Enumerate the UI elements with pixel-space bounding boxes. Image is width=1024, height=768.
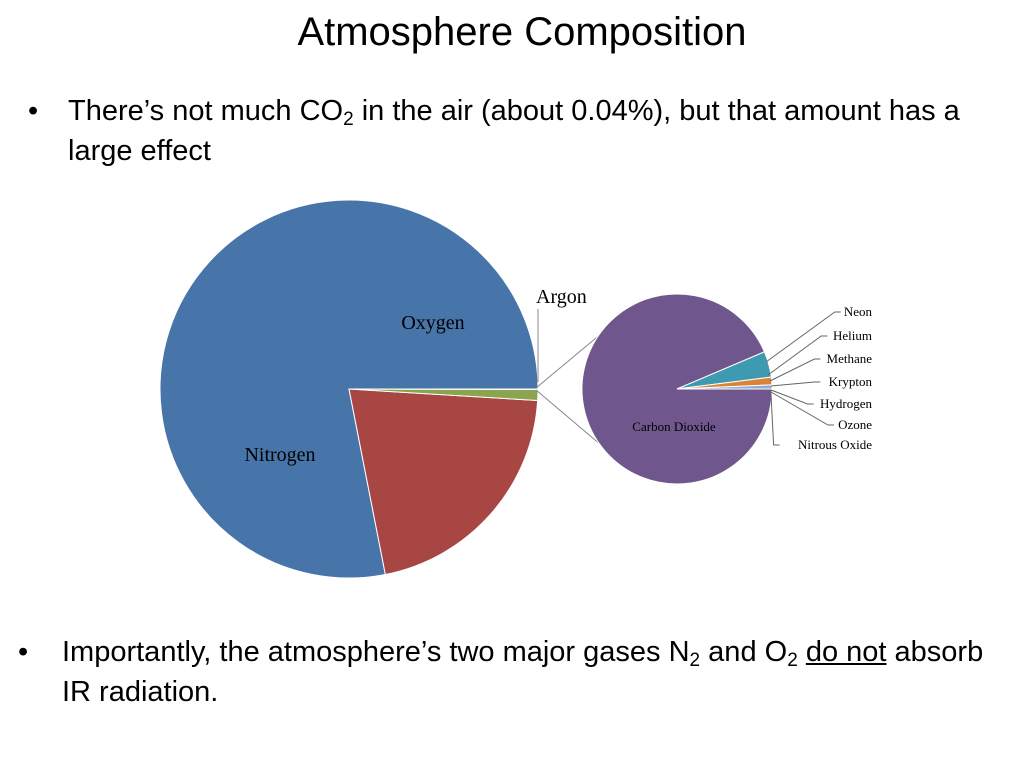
- bullet-gases: • Importantly, the atmosphere’s two majo…: [18, 632, 1002, 712]
- subscript: 2: [787, 650, 798, 671]
- bullet-co2: • There’s not much CO2 in the air (about…: [28, 91, 988, 171]
- main-pie: [159, 199, 539, 579]
- label-hydrogen: Hydrogen: [820, 396, 872, 411]
- label-krypton: Krypton: [829, 374, 873, 389]
- bullet-text: [798, 636, 806, 668]
- bullet-text: absorb IR radiation.: [62, 636, 984, 708]
- sub-pie: [581, 293, 773, 485]
- label-neon: Neon: [844, 304, 873, 319]
- leader-methane: [769, 358, 821, 382]
- slide-title: Atmosphere Composition: [297, 10, 747, 54]
- pie-labels: Oxygen Nitrogen Argon Carbon Dioxide Neon Hel…: [244, 286, 872, 466]
- bullet-dot: •: [18, 636, 29, 668]
- label-carbon-dioxide: Carbon Dioxide: [632, 419, 716, 434]
- label-nitrous-oxide: Nitrous Oxide: [798, 437, 872, 452]
- label-helium: Helium: [833, 328, 872, 343]
- label-oxygen: Oxygen: [401, 312, 464, 334]
- subscript: 2: [343, 109, 354, 130]
- label-methane: Methane: [827, 351, 873, 366]
- subscript: 2: [689, 650, 701, 671]
- leader-ozone: [770, 391, 834, 426]
- bullet-text: There’s not much CO: [68, 95, 344, 127]
- leader-helium: [767, 335, 828, 376]
- sub-slice-krypton: [676, 384, 773, 390]
- main-slice-oxygen: [348, 388, 539, 576]
- leader-hydrogen: [770, 389, 814, 405]
- leader-krypton: [770, 381, 821, 387]
- bullet-dot: •: [28, 95, 39, 127]
- leader-nitrous-oxide: [770, 393, 780, 446]
- bullet-text: Importantly, the atmosphere’s two major …: [62, 636, 690, 668]
- label-argon: Argon: [536, 286, 587, 308]
- label-ozone: Ozone: [838, 417, 872, 432]
- bullet-text: in the air (about 0.04%), but that amoun…: [68, 95, 960, 167]
- leader-neon: [765, 311, 841, 363]
- underlined-text: do not: [805, 636, 887, 668]
- label-nitrogen: Nitrogen: [244, 444, 315, 466]
- bullet-text: and O: [700, 636, 788, 668]
